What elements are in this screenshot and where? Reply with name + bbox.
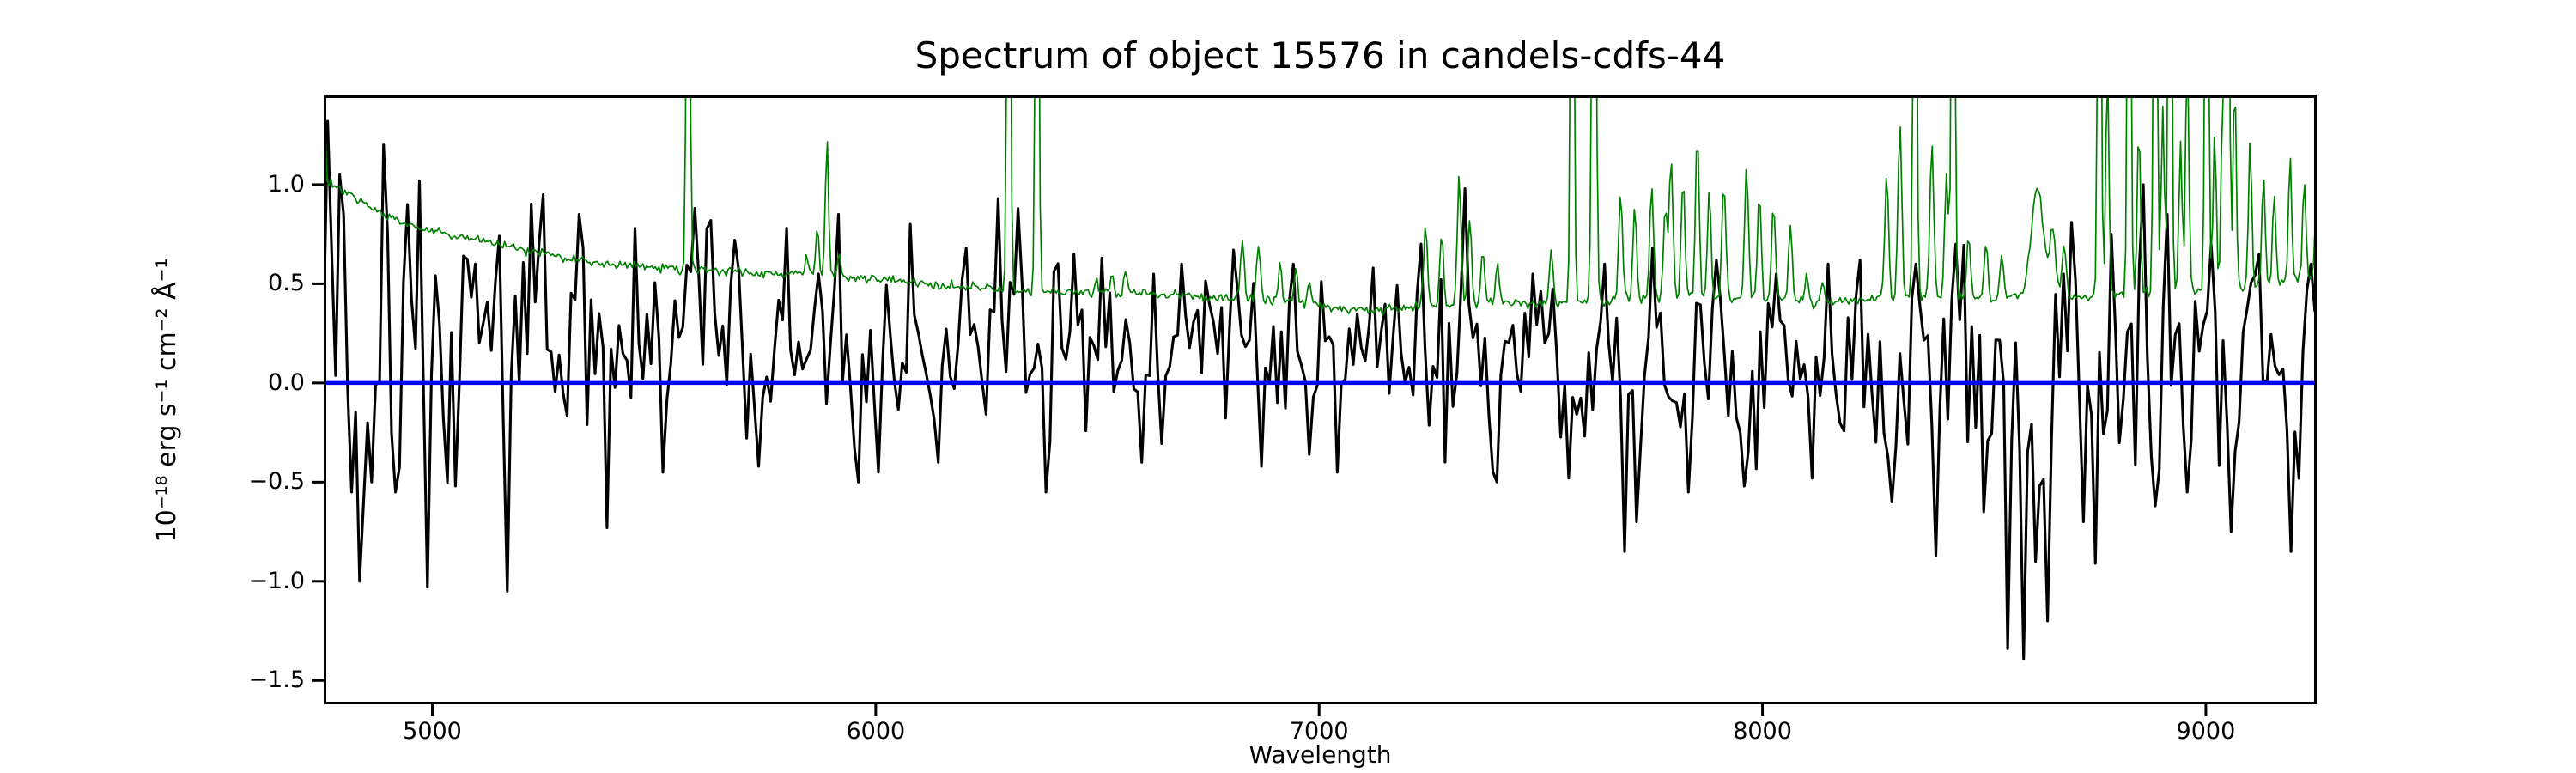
x-tick-label: 5000 — [403, 718, 462, 745]
page-title: Spectrum of object 15576 in candels-cdfs… — [914, 34, 1726, 76]
noise-spectrum-line — [324, 95, 2317, 316]
x-tick-label: 8000 — [1733, 718, 1792, 745]
x-tick-label: 7000 — [1289, 718, 1349, 745]
x-axis-label: Wavelength — [1249, 740, 1392, 769]
x-tick-label: 9000 — [2176, 718, 2236, 745]
y-tick-label: 0.5 — [268, 270, 305, 297]
y-tick-label: −1.5 — [248, 666, 305, 694]
y-tick-label: 0.0 — [268, 368, 305, 396]
plot-area — [312, 95, 2317, 716]
x-tick-label: 6000 — [846, 718, 906, 745]
y-tick-label: −1.0 — [248, 567, 305, 594]
object-spectrum-line — [324, 119, 2317, 660]
axes-border — [324, 95, 2317, 704]
y-tick-label: 1.0 — [268, 170, 305, 198]
y-tick-label: −0.5 — [248, 468, 305, 496]
